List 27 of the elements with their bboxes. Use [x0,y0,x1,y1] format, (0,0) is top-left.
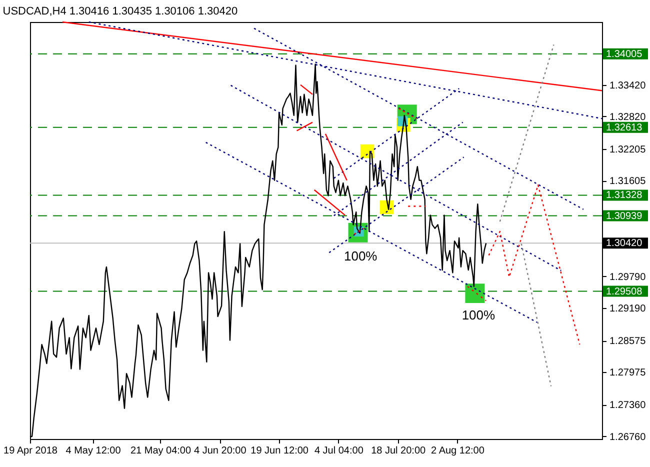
y-tick-label: 1.31605 [610,176,646,188]
ref-line-label: 1.29508 [606,286,643,298]
ref-line-label: 1.34005 [606,48,643,60]
x-tick-label: 18 Jul 20:00 [371,446,426,456]
y-tick-label: 1.27975 [610,368,646,379]
annotation: 100% [344,248,378,264]
ref-line-label: 1.32613 [606,122,643,134]
x-tick-label: 19 Jun 12:00 [250,446,309,456]
y-tick-label: 1.28575 [610,336,646,348]
x-tick-label: 19 Apr 2018 [4,446,58,456]
y-tick-label: 1.29190 [610,304,646,315]
x-tick-label: 4 May 12:00 [66,446,122,456]
y-tick-label: 1.29790 [610,272,646,283]
y-tick-label: 1.33420 [610,80,646,92]
y-tick-label: 1.27360 [610,400,646,412]
x-tick-label: 2 Aug 12:00 [431,446,485,456]
ref-line-label: 1.30939 [606,210,643,222]
ref-line-label: 1.31328 [606,190,643,202]
y-tick-label: 1.32205 [610,144,646,156]
chart-title: USDCAD,H4 1.30416 1.30435 1.30106 1.30420 [2,5,238,18]
x-tick-label: 4 Jul 04:00 [314,446,364,456]
annotation: 100% [462,308,496,323]
ref-line-label: 1.30420 [606,238,643,250]
y-tick-label: 1.26760 [610,432,646,443]
y-tick-label: 1.32820 [610,112,646,123]
x-tick-label: 21 May 04:00 [130,446,192,456]
x-tick-label: 4 Jun 20:00 [194,446,247,456]
